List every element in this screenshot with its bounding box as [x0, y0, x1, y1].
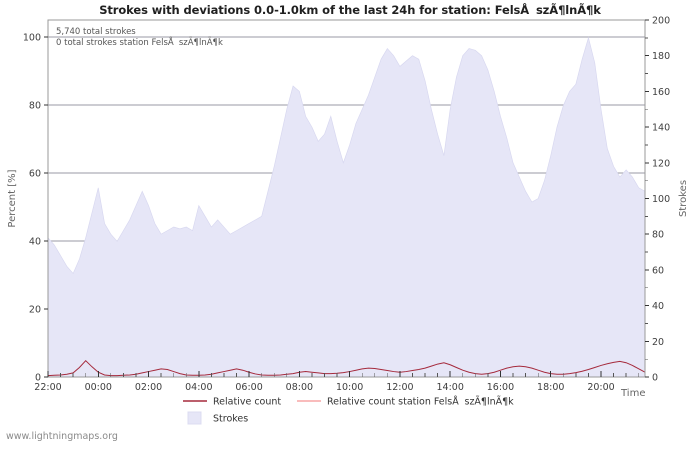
annotation-line-0: 5,740 total strokes [56, 27, 136, 37]
x-tick-label: 16:00 [487, 382, 514, 393]
y2-tick-label: 0 [652, 373, 658, 384]
chart-title: Strokes with deviations 0.0-1.0km of the… [99, 3, 601, 17]
chart-legend: Relative count Relative count station Fel… [183, 396, 514, 425]
y2-tick-label: 80 [652, 230, 664, 241]
x-tick-label: 18:00 [537, 382, 564, 393]
watermark-label: www.lightningmaps.org [6, 431, 118, 442]
y-tick-label: 20 [29, 305, 41, 316]
y-tick-label: 100 [23, 33, 41, 44]
y2-tick-label: 40 [652, 301, 664, 312]
x-axis-title: Time [621, 388, 646, 399]
x-tick-label: 04:00 [185, 382, 212, 393]
y2-tick-label: 60 [652, 265, 664, 276]
x-axis-ticks: 22:00 00:00 02:00 04:00 06:00 08:00 10:00 12:00… [34, 371, 640, 393]
x-tick-label: 10:00 [336, 382, 363, 393]
strokes-area-path [47, 36, 646, 378]
x-tick-label: 22:00 [34, 382, 61, 393]
x-tick-label: 06:00 [235, 382, 262, 393]
y2-tick-label: 200 [652, 16, 670, 27]
x-tick-label: 12:00 [386, 382, 413, 393]
x-tick-label: 00:00 [85, 382, 112, 393]
legend-label: Relative count station FelsÅszÃ¶lnÃ¶k [327, 396, 514, 408]
y-axis-title: Percent [%] [7, 169, 18, 227]
y2-tick-label: 160 [652, 87, 670, 98]
y-tick-label: 60 [29, 169, 41, 180]
x-tick-label: 02:00 [135, 382, 162, 393]
axis-titles: Percent [%] Strokes [7, 169, 689, 227]
y-axis-right-ticks: 0 20 40 60 80 100 120 140 160 180 200 [645, 16, 670, 384]
y2-tick-label: 20 [652, 337, 664, 348]
x-tick-label: 08:00 [286, 382, 313, 393]
line-path-0 [47, 359, 646, 377]
legend-label: Strokes [213, 414, 248, 425]
annotation-line-1: 0 total strokes station FelsÅszÃ¶lnÃ¶k [56, 36, 223, 48]
y-tick-label: 0 [35, 373, 41, 384]
y2-axis-title: Strokes [678, 180, 689, 217]
legend-patch-swatch [187, 411, 202, 425]
x-tick-label: 14:00 [436, 382, 463, 393]
y-tick-label: 40 [29, 237, 41, 248]
y-tick-label: 80 [29, 101, 41, 112]
x-tick-label: 20:00 [587, 382, 614, 393]
y2-tick-label: 120 [652, 158, 670, 169]
y2-tick-label: 100 [652, 194, 670, 205]
strokes-area-series [47, 36, 646, 378]
y-axis-left-ticks: 0 20 40 60 80 100 [23, 33, 48, 384]
y2-tick-label: 140 [652, 123, 670, 134]
y2-tick-label: 180 [652, 51, 670, 62]
legend-label: Relative count [213, 397, 281, 408]
